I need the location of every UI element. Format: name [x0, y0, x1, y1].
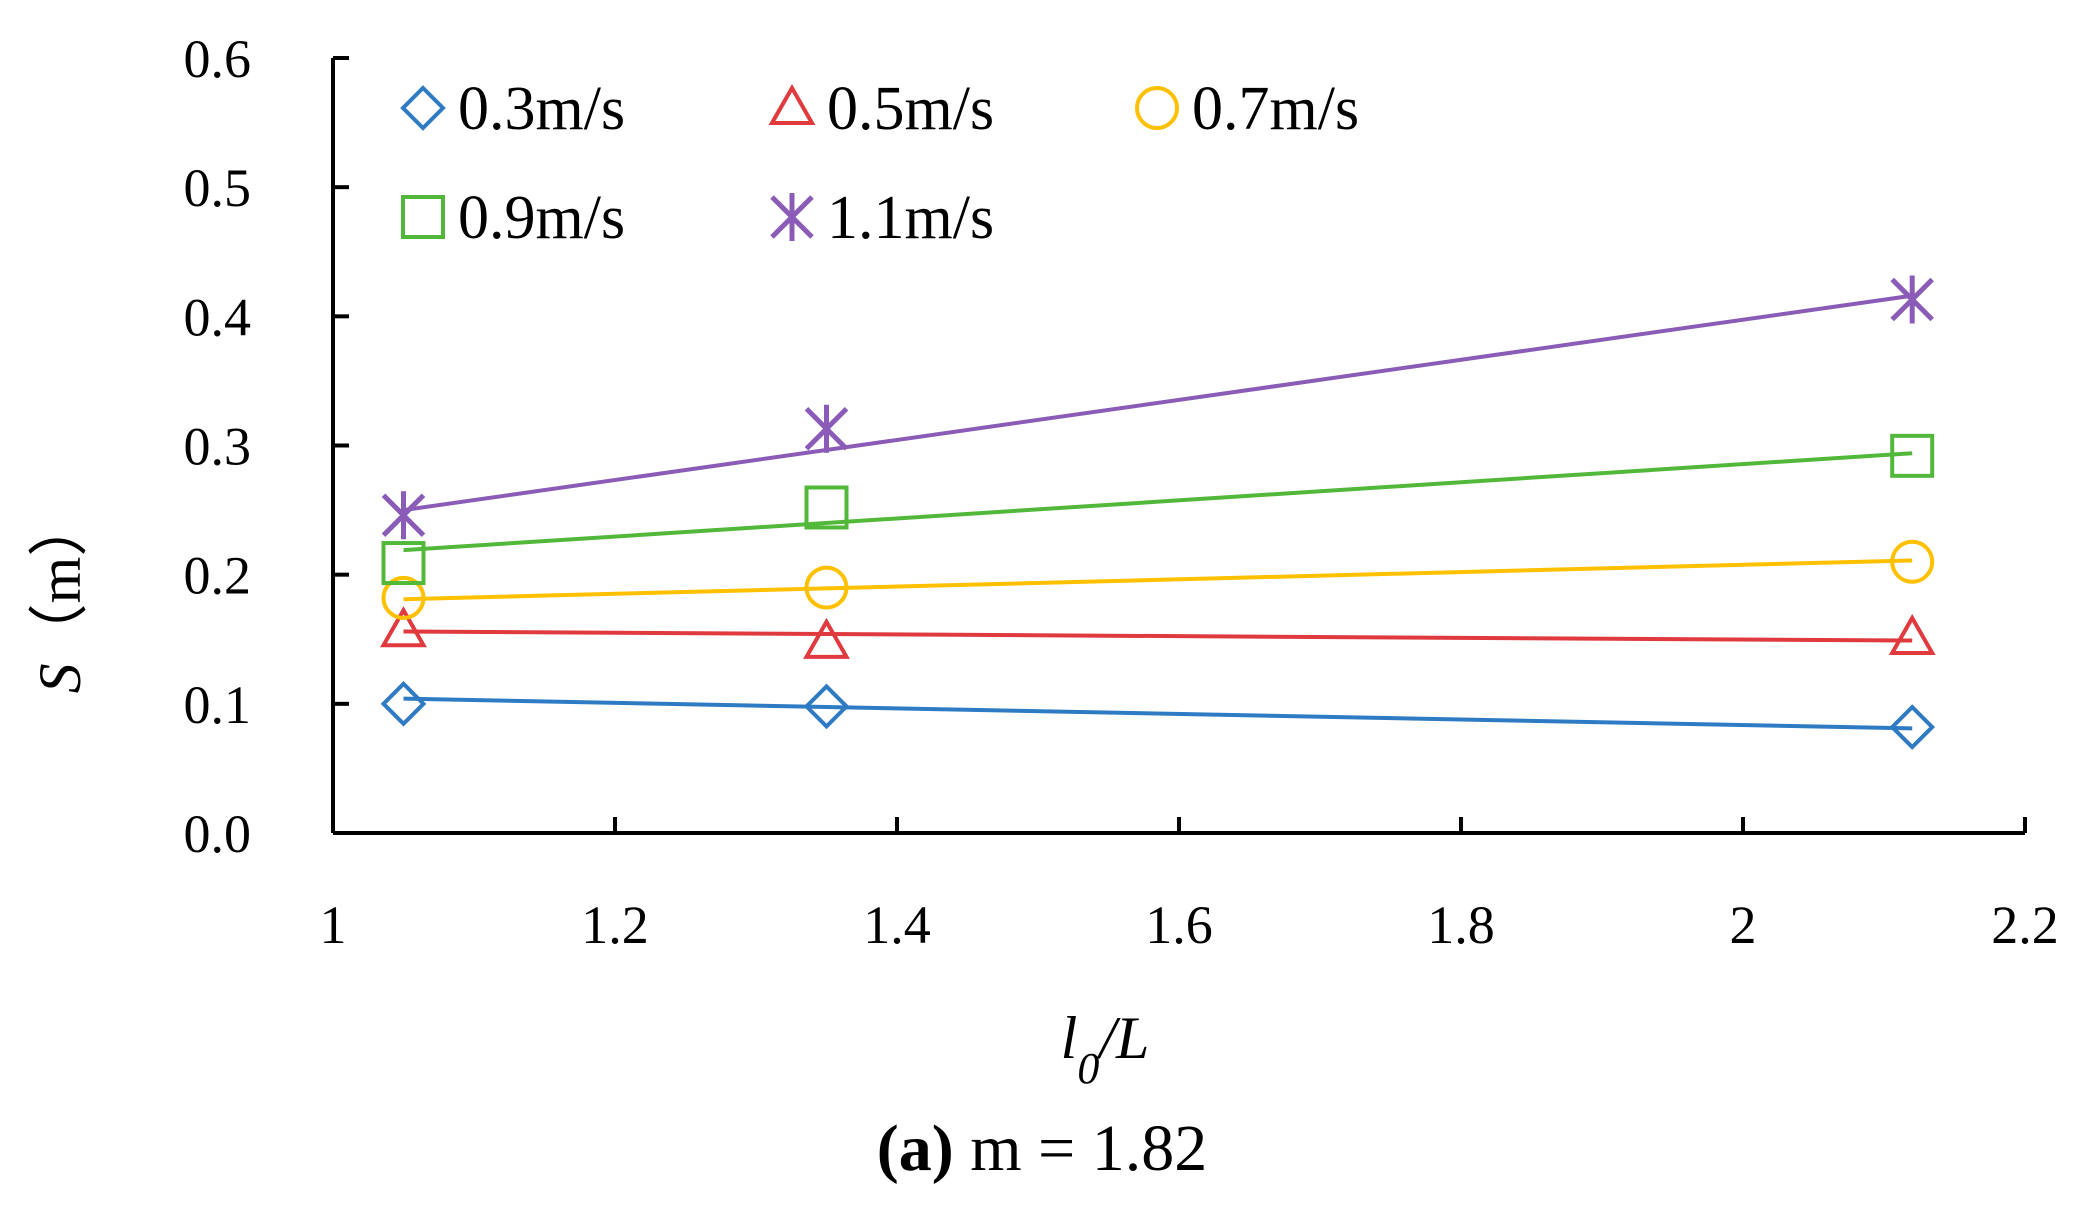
trendlines — [403, 293, 1913, 731]
data-point-0-7m-s — [381, 575, 426, 620]
legend-marker-1-1m-s — [770, 193, 814, 241]
trendline-0-3m-s — [403, 696, 1913, 731]
y-tick-label: 0.1 — [184, 675, 252, 735]
legend-marker-0-5m-s — [768, 83, 816, 125]
data-point-0-3m-s — [1889, 704, 1936, 750]
data-point-0-9m-s — [381, 541, 426, 586]
data-point-1-1m-s — [804, 404, 849, 453]
axes — [331, 58, 2025, 835]
trendline-0-5m-s — [403, 629, 1913, 643]
y-tick-label: 0.3 — [184, 417, 252, 477]
y-tick-label: 0.5 — [184, 158, 252, 218]
data-point-0-7m-s — [804, 565, 849, 610]
trendline-0-9m-s — [403, 451, 1913, 553]
y-tick-label: 0.2 — [184, 546, 252, 606]
data-point-0-9m-s — [1890, 433, 1935, 478]
legend-label-0-3m-s: 0.3m/s — [458, 75, 625, 143]
x-tick-label: 2 — [1730, 895, 1757, 955]
legend-label-0-7m-s: 0.7m/s — [1192, 75, 1359, 143]
legend-marker-0-9m-s — [401, 195, 445, 239]
y-tick-label: 0.6 — [184, 29, 252, 89]
data-point-1-1m-s — [381, 491, 426, 540]
figure-caption: (a) m = 1.82 — [877, 1112, 1208, 1185]
data-point-0-7m-s — [1890, 539, 1935, 584]
x-axis-title: l0/L — [1061, 1005, 1150, 1093]
data-point-0-5m-s — [1888, 613, 1936, 655]
data-point-0-3m-s — [803, 683, 850, 730]
trendline-1-1m-s — [403, 293, 1913, 513]
x-tick-label: 1.2 — [581, 895, 649, 955]
data-point-0-9m-s — [804, 485, 849, 530]
legend: 0.3m/s 0.5m/s 0.7m/s 0.9m/s 1.1m/s — [400, 75, 1359, 252]
data-point-0-5m-s — [380, 606, 427, 648]
data-points — [380, 275, 1936, 750]
y-axis-ticks: 0.0 0.1 0.2 0.3 0.4 0.5 0.6 — [184, 29, 349, 864]
data-point-0-3m-s — [380, 681, 427, 727]
legend-label-0-9m-s: 0.9m/s — [458, 184, 625, 252]
x-tick-label: 1.4 — [863, 895, 931, 955]
legend-marker-0-7m-s — [1135, 86, 1179, 130]
legend-label-1-1m-s: 1.1m/s — [827, 184, 994, 252]
legend-marker-0-3m-s — [400, 85, 446, 131]
legend-label-0-5m-s: 0.5m/s — [827, 75, 994, 143]
x-axis-ticks: 1 1.2 1.4 1.6 1.8 2 2.2 — [320, 817, 2059, 955]
trendline-0-7m-s — [403, 558, 1913, 602]
y-axis-title: S（m） — [27, 497, 93, 694]
data-point-1-1m-s — [1890, 275, 1934, 324]
x-tick-label: 1.8 — [1427, 895, 1495, 955]
x-tick-label: 1 — [320, 895, 347, 955]
y-tick-label: 0.0 — [184, 804, 252, 864]
x-tick-label: 2.2 — [1991, 895, 2059, 955]
y-tick-label: 0.4 — [184, 287, 252, 347]
data-point-0-5m-s — [803, 617, 850, 659]
x-tick-label: 1.6 — [1145, 895, 1213, 955]
